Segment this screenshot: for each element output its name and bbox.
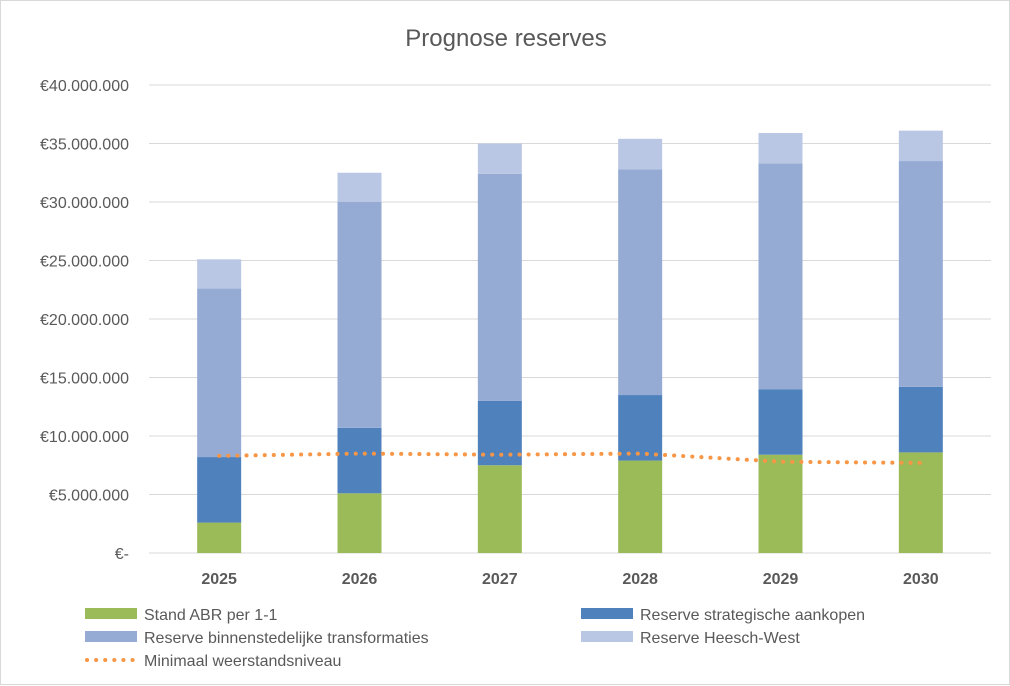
x-tick-label: 2025 (201, 571, 237, 588)
chart-title: Prognose reserves (405, 25, 606, 52)
legend-swatch (581, 631, 633, 642)
x-axis-ticks: 2025 2026 2027 2028 2029 2030 (201, 571, 938, 588)
bar-segment-2-2025 (197, 457, 241, 523)
legend-label: Reserve binnenstedelijke transformaties (144, 630, 429, 647)
x-tick-label: 2027 (482, 571, 518, 588)
y-tick-label: €30.000.000 (40, 195, 129, 212)
y-tick-label: €5.000.000 (49, 488, 129, 505)
x-tick-label: 2028 (622, 571, 658, 588)
bar-segment-3-2029 (759, 163, 803, 389)
bar-segment-3-2028 (618, 169, 662, 395)
bar-segment-1-2026 (338, 493, 382, 553)
bars (197, 131, 943, 553)
y-tick-label: €35.000.000 (40, 137, 129, 154)
bar-segment-2-2026 (338, 428, 382, 494)
bar-segment-1-2029 (759, 455, 803, 553)
legend-label: Reserve Heesch-West (640, 630, 800, 647)
y-tick-label: €20.000.000 (40, 312, 129, 329)
bar-segment-4-2025 (197, 259, 241, 288)
bar-segment-4-2028 (618, 139, 662, 169)
bar-segment-4-2027 (478, 144, 522, 174)
legend-label: Reserve strategische aankopen (640, 607, 865, 624)
minimum-level-line (219, 454, 921, 463)
gridlines (149, 85, 991, 553)
legend-label: Stand ABR per 1-1 (144, 607, 278, 624)
bar-segment-2-2028 (618, 395, 662, 461)
bar-segment-3-2027 (478, 174, 522, 401)
y-tick-label: €- (115, 546, 129, 563)
y-axis-ticks: €- €5.000.000 €10.000.000 €15.000.000 €20.00… (40, 78, 129, 563)
bar-segment-3-2030 (899, 161, 943, 387)
y-tick-label: €40.000.000 (40, 78, 129, 95)
y-tick-label: €10.000.000 (40, 429, 129, 446)
bar-segment-1-2030 (899, 452, 943, 553)
x-tick-label: 2029 (763, 571, 799, 588)
bar-segment-2-2030 (899, 387, 943, 453)
bar-segment-4-2029 (759, 133, 803, 163)
bar-segment-4-2026 (338, 173, 382, 202)
x-tick-label: 2030 (903, 571, 939, 588)
bar-segment-1-2028 (618, 461, 662, 553)
x-tick-label: 2026 (342, 571, 378, 588)
y-tick-label: €15.000.000 (40, 371, 129, 388)
legend-swatch (85, 631, 137, 642)
bar-segment-3-2025 (197, 289, 241, 457)
legend-swatch (581, 608, 633, 619)
bar-segment-1-2027 (478, 465, 522, 553)
legend-label: Minimaal weerstandsniveau (144, 653, 341, 670)
legend: Stand ABR per 1-1 Reserve strategische aa… (85, 607, 865, 670)
minimum-level-line-path (219, 454, 921, 463)
bar-segment-1-2025 (197, 523, 241, 553)
legend-swatch (85, 608, 137, 619)
bar-segment-4-2030 (899, 131, 943, 161)
bar-segment-2-2029 (759, 389, 803, 455)
y-tick-label: €25.000.000 (40, 254, 129, 271)
bar-segment-3-2026 (338, 202, 382, 428)
